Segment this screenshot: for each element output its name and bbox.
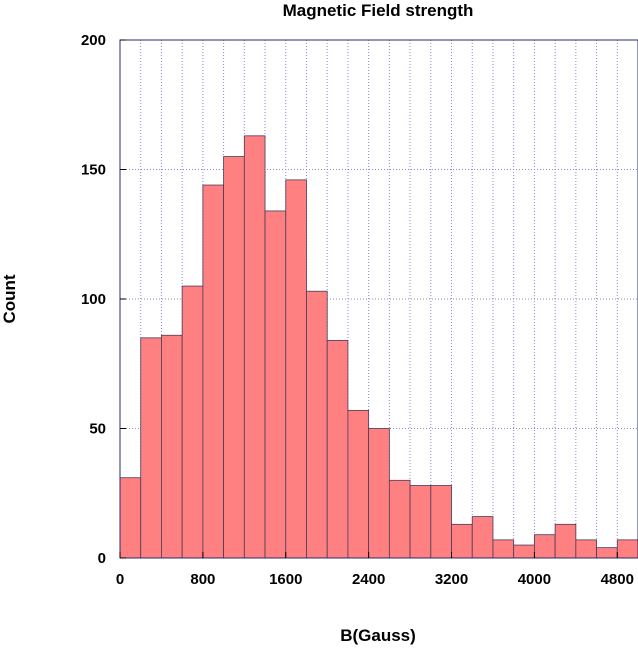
histogram-bar bbox=[596, 547, 618, 559]
histogram-bar bbox=[554, 523, 577, 559]
histogram-bar bbox=[223, 156, 245, 559]
histogram-bar bbox=[492, 539, 515, 559]
plot-frame bbox=[119, 39, 638, 559]
histogram-bar bbox=[471, 516, 494, 559]
histogram-bar bbox=[202, 184, 225, 559]
histogram-bar bbox=[388, 479, 411, 559]
chart-title: Magnetic Field strength bbox=[283, 1, 474, 20]
histogram-bar bbox=[264, 210, 287, 559]
histogram-bar bbox=[347, 409, 370, 559]
histogram-bar bbox=[119, 477, 142, 559]
histogram-bar bbox=[616, 539, 638, 559]
histogram-bar bbox=[409, 485, 432, 559]
y-tick-label: 100 bbox=[81, 291, 106, 308]
histogram-bar bbox=[181, 285, 204, 559]
histogram-bar bbox=[534, 534, 556, 559]
histogram-bar bbox=[451, 523, 473, 559]
y-tick-label: 0 bbox=[98, 550, 106, 567]
histogram-bar bbox=[140, 337, 162, 559]
histogram-bar bbox=[326, 340, 349, 559]
histogram-bar bbox=[368, 428, 390, 559]
x-tick-label: 4800 bbox=[601, 571, 634, 588]
histogram-bar bbox=[575, 539, 597, 559]
x-tick-label: 800 bbox=[190, 571, 215, 588]
x-tick-label: 2400 bbox=[352, 571, 385, 588]
histogram-bar bbox=[430, 485, 452, 559]
histogram-bar bbox=[285, 179, 307, 559]
y-tick-label: 200 bbox=[81, 32, 106, 49]
x-tick-label: 1600 bbox=[269, 571, 302, 588]
histogram-bar bbox=[306, 290, 328, 559]
histogram-bar bbox=[243, 135, 266, 559]
histogram-bar bbox=[513, 544, 535, 559]
histogram-bar bbox=[161, 334, 183, 559]
x-tick-label: 4000 bbox=[518, 571, 551, 588]
y-tick-label: 50 bbox=[89, 421, 106, 438]
histogram-bars bbox=[119, 135, 638, 559]
x-axis-label: B(Gauss) bbox=[340, 626, 416, 645]
x-tick-label: 0 bbox=[116, 571, 124, 588]
x-tick-label: 3200 bbox=[435, 571, 468, 588]
y-tick-label: 150 bbox=[81, 162, 106, 179]
y-axis-label: Count bbox=[0, 274, 19, 323]
tick-labels: 0 50 100 150 200 0 800 1600 2400 3200 4000 4800 bbox=[81, 32, 634, 588]
